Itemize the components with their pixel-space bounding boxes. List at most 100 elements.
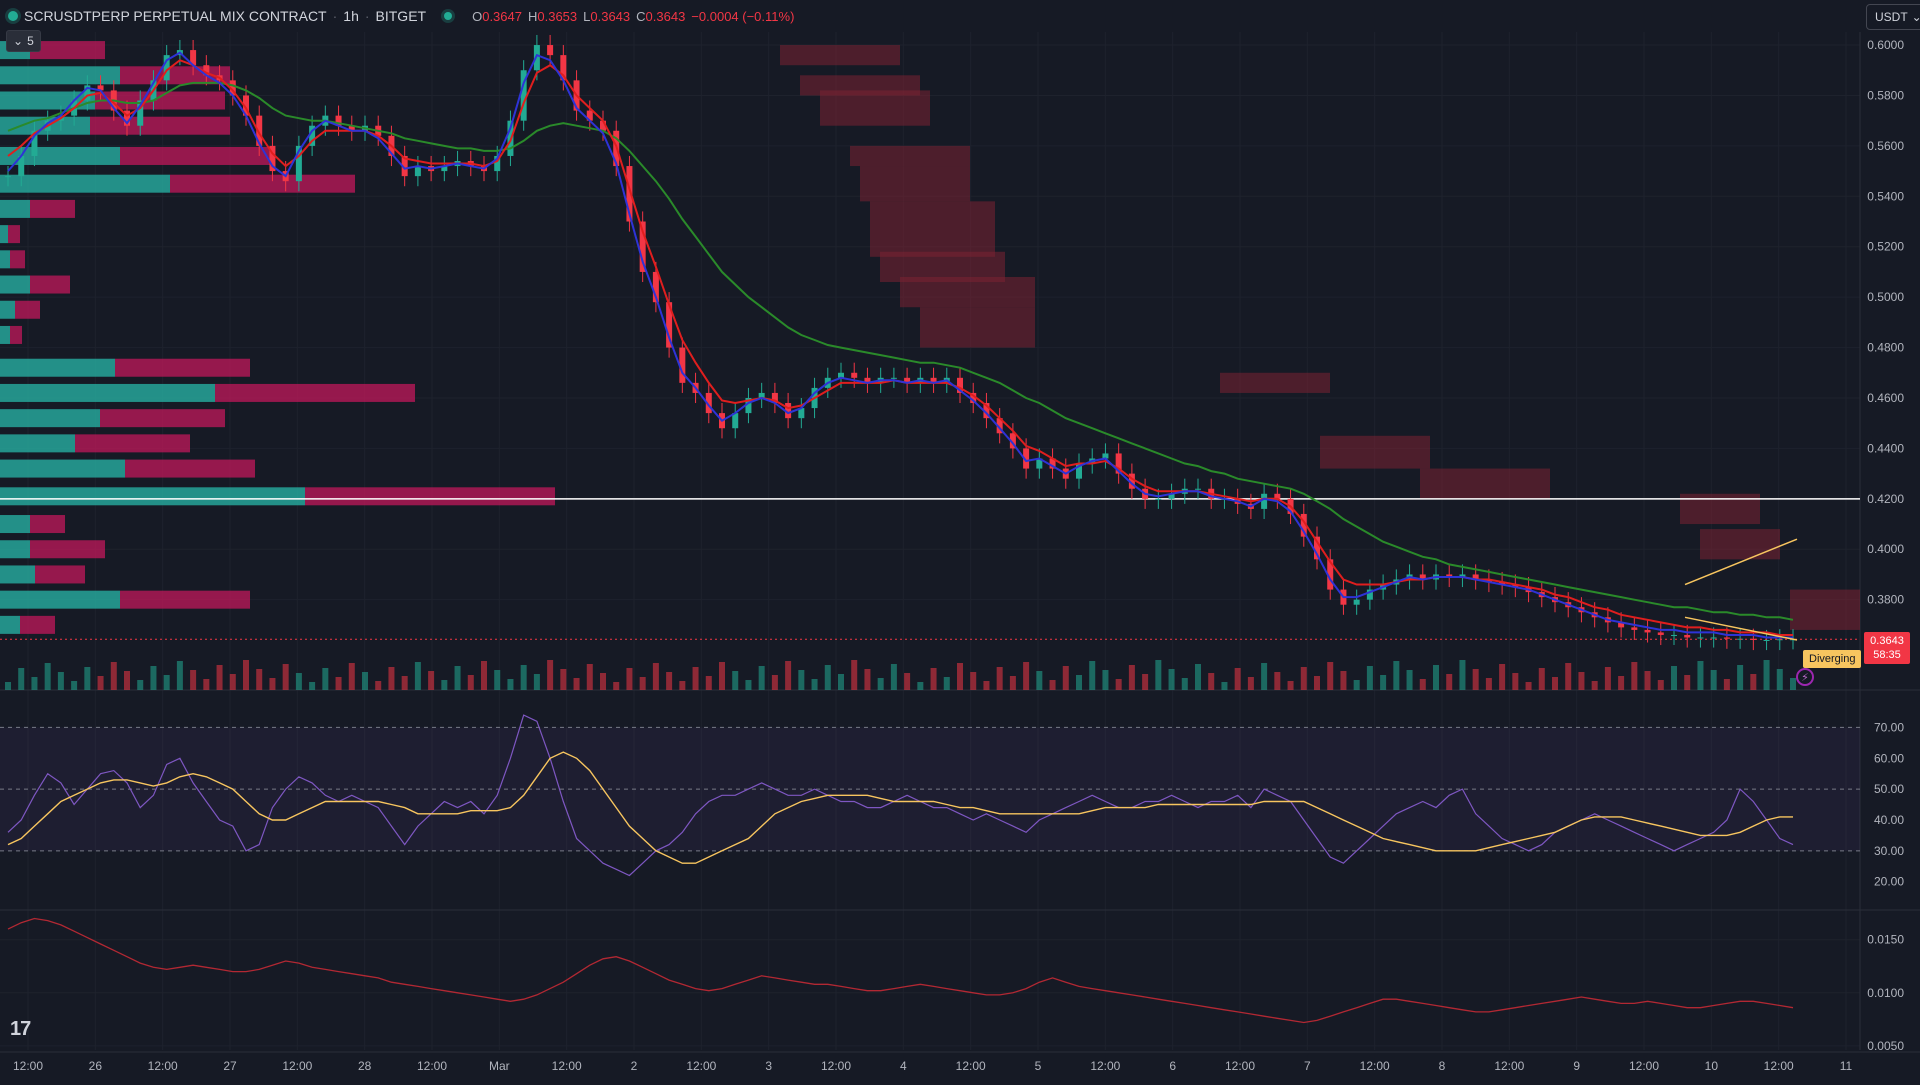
volume-bar <box>203 679 210 690</box>
candle-body <box>520 70 527 121</box>
volume-bar <box>1036 671 1043 690</box>
ema-fast-line <box>7 51 1793 639</box>
time-tick-label: 3 <box>765 1059 772 1073</box>
price-tick-label: 0.4000 <box>1867 542 1904 556</box>
volume-bar <box>441 680 448 690</box>
time-tick-label: 28 <box>358 1059 372 1073</box>
volume-profile-bar-down <box>120 146 275 165</box>
candle-body <box>1499 582 1506 585</box>
interval-label[interactable]: 1h <box>343 8 359 24</box>
volume-bar <box>666 672 673 690</box>
volume-bar <box>1723 679 1730 690</box>
indicators-collapse-button[interactable]: ⌄ 5 <box>6 30 41 52</box>
close-value: 0.3643 <box>645 8 686 24</box>
candle-body <box>1671 634 1677 636</box>
volume-bar <box>679 681 686 690</box>
volume-bar <box>1234 668 1241 690</box>
volume-bar <box>1433 665 1439 690</box>
time-tick-label: 12:00 <box>1629 1059 1659 1073</box>
volume-profile-bar-down <box>30 275 70 294</box>
volume-bar <box>1763 660 1770 690</box>
symbol-header: SCRUSDTPERP PERPETUAL MIX CONTRACT · 1h … <box>0 0 794 32</box>
candle-body <box>1750 638 1757 640</box>
time-tick-label: 12:00 <box>552 1059 582 1073</box>
candle-body <box>732 413 739 429</box>
currency-selector[interactable]: USDT ⌄ <box>1866 4 1920 30</box>
volume-profile-bar-up <box>0 275 30 294</box>
lightning-icon[interactable]: ⚡ <box>1796 668 1814 686</box>
currency-label: USDT <box>1875 10 1908 24</box>
time-tick-label: 7 <box>1304 1059 1311 1073</box>
time-tick-label: 12:00 <box>1360 1059 1390 1073</box>
volume-bar <box>705 676 712 690</box>
candle-body <box>1512 584 1519 588</box>
volume-bar <box>481 661 487 690</box>
rsi-tick-label: 50.00 <box>1874 782 1904 796</box>
candle-body <box>560 55 567 81</box>
volume-bar <box>864 669 871 690</box>
candle-body <box>256 115 263 146</box>
volume-bar <box>269 678 276 690</box>
volume-bar <box>1776 669 1783 690</box>
supply-zone <box>870 201 995 257</box>
volume-bar <box>970 672 977 690</box>
volume-bar <box>1380 675 1387 690</box>
volume-bar <box>1750 674 1757 690</box>
volume-bar <box>1009 676 1016 690</box>
price-tick-label: 0.5000 <box>1867 290 1904 304</box>
candle-body <box>1657 632 1664 635</box>
volume-profile-bar-down <box>100 409 225 428</box>
volume-bar <box>414 662 421 690</box>
candle-body <box>798 408 805 419</box>
price-tick-label: 0.4800 <box>1867 341 1904 355</box>
candle-body <box>163 55 170 81</box>
candle-body <box>269 145 276 172</box>
diverging-label[interactable]: Diverging <box>1803 650 1862 668</box>
volume-bar <box>1327 662 1334 690</box>
volume-bar <box>1353 680 1360 690</box>
candle-body <box>771 392 778 404</box>
volume-bar <box>1485 678 1492 690</box>
volume-profile-bar-up <box>0 383 215 402</box>
candle-body <box>1353 599 1360 605</box>
volume-profile-bar-up <box>0 325 10 344</box>
volume-bar <box>1366 666 1373 690</box>
volume-bar <box>613 682 620 690</box>
volume-profile-bar-down <box>115 358 250 377</box>
volume-bar <box>44 663 51 690</box>
volume-bar <box>388 667 395 690</box>
rsi-tick-label: 60.00 <box>1874 751 1904 765</box>
candle-body <box>1419 574 1426 580</box>
symbol-name[interactable]: SCRUSDTPERP PERPETUAL MIX CONTRACT <box>24 8 327 24</box>
candle-body <box>996 418 1003 434</box>
volume-bar <box>1578 672 1585 690</box>
tradingview-logo[interactable]: 17 <box>10 1018 31 1040</box>
volume-profile-bar-down <box>75 434 190 453</box>
volume-bar <box>771 675 778 690</box>
volume-bar <box>1221 682 1228 690</box>
candle-body <box>785 403 792 419</box>
candle-body <box>1261 493 1268 509</box>
rsi-tick-label: 70.00 <box>1874 720 1904 734</box>
volume-profile-bar-down <box>8 225 20 244</box>
volume-bar <box>1340 671 1347 690</box>
candle-body <box>414 166 421 177</box>
price-tick-label: 0.4600 <box>1867 391 1904 405</box>
volume-bar <box>1512 673 1519 690</box>
volume-bar <box>1287 681 1294 690</box>
volume-bar <box>5 682 11 690</box>
close-label: C <box>636 8 646 24</box>
candle-body <box>1684 634 1691 638</box>
candle-body <box>441 166 448 172</box>
volume-bar <box>1525 682 1532 690</box>
volume-bar <box>322 668 329 690</box>
candle-body <box>1710 637 1717 639</box>
volume-profile-bar-down <box>15 300 40 319</box>
volume-bar <box>1076 675 1082 690</box>
supply-zone <box>780 45 900 66</box>
chevron-down-icon: ⌄ <box>13 34 24 48</box>
candle-body <box>758 392 765 398</box>
volume-profile-bar-down <box>30 41 105 60</box>
